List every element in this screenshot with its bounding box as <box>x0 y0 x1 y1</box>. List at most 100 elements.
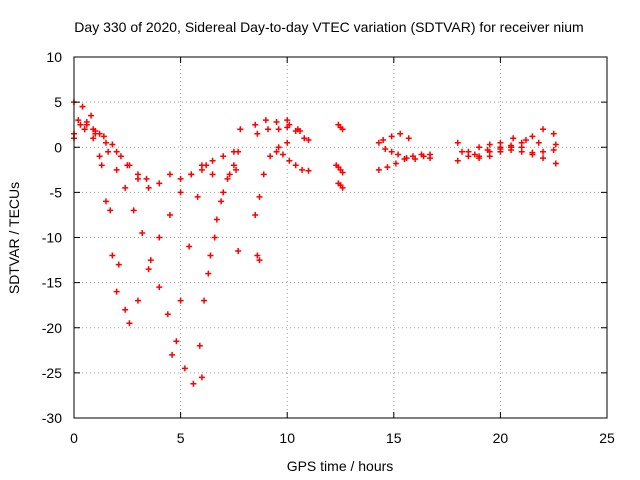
grid-layer <box>74 57 607 418</box>
series-arc-w <box>459 135 559 158</box>
data-point <box>518 144 525 151</box>
data-point <box>380 137 387 144</box>
data-point <box>220 189 227 196</box>
data-point <box>508 142 515 149</box>
data-point <box>81 126 88 133</box>
data-point <box>96 153 103 160</box>
series-arc-a <box>71 99 205 387</box>
data-point <box>126 162 133 169</box>
data-point <box>130 207 137 214</box>
data-point <box>459 148 466 155</box>
x-tick-label: 0 <box>70 430 78 446</box>
series-arc-j <box>252 117 301 133</box>
data-point <box>209 171 216 178</box>
data-point <box>497 139 504 146</box>
data-point <box>305 137 312 144</box>
data-point <box>145 184 152 191</box>
data-point <box>109 252 116 259</box>
data-point <box>237 126 244 133</box>
data-point <box>218 198 225 205</box>
data-point <box>256 193 263 200</box>
points-layer <box>71 99 559 387</box>
data-point <box>75 117 82 124</box>
series-arc-n <box>333 162 346 176</box>
data-point <box>284 139 291 146</box>
x-tick-label: 20 <box>493 430 509 446</box>
series-arc-p <box>335 180 346 191</box>
series-arc-e <box>75 117 150 182</box>
data-point <box>292 128 299 135</box>
data-point <box>497 146 504 153</box>
data-point <box>207 252 214 259</box>
data-point <box>226 171 233 178</box>
data-point <box>113 166 120 173</box>
series-arc-f <box>169 162 210 358</box>
y-tick-label: -20 <box>42 320 62 336</box>
data-point <box>292 162 299 169</box>
data-point <box>98 162 105 169</box>
data-point <box>273 118 280 125</box>
data-point <box>552 160 559 167</box>
data-point <box>115 261 122 268</box>
data-point <box>301 135 308 142</box>
x-tick-label: 5 <box>177 430 185 446</box>
data-point <box>384 164 391 171</box>
data-point <box>260 171 267 178</box>
data-point <box>122 184 129 191</box>
data-point <box>484 146 491 153</box>
data-point <box>220 153 227 160</box>
data-point <box>510 135 517 142</box>
data-point <box>540 148 547 155</box>
x-axis-label: GPS time / hours <box>287 458 394 474</box>
series-arc-i <box>252 139 291 218</box>
data-point <box>382 146 389 153</box>
series-arc-h <box>205 148 242 277</box>
y-tick-label: -15 <box>42 275 62 291</box>
data-point <box>284 117 291 124</box>
data-point <box>275 144 282 151</box>
data-point <box>213 216 220 223</box>
data-point <box>211 234 218 241</box>
data-point <box>476 153 483 160</box>
data-point <box>486 141 493 148</box>
data-point <box>235 148 242 155</box>
data-point <box>198 374 205 381</box>
data-point <box>305 167 312 174</box>
y-tick-label: -10 <box>42 230 62 246</box>
data-point <box>471 151 478 158</box>
data-point <box>403 155 410 162</box>
y-tick-label: -25 <box>42 365 62 381</box>
x-tick-label: 15 <box>386 430 402 446</box>
data-point <box>177 297 184 304</box>
data-point <box>109 141 116 148</box>
data-point <box>254 252 261 259</box>
series-arc-g <box>196 166 240 349</box>
data-point <box>392 160 399 167</box>
data-point <box>397 130 404 137</box>
data-point <box>252 211 259 218</box>
data-point <box>454 157 461 164</box>
y-tick-label: 10 <box>46 49 62 65</box>
data-point <box>476 144 483 151</box>
series-isolated <box>235 126 263 264</box>
data-point <box>145 266 152 273</box>
data-point <box>102 139 109 146</box>
data-point <box>88 112 95 119</box>
data-point <box>529 151 536 158</box>
data-point <box>412 155 419 162</box>
data-point <box>388 133 395 140</box>
data-point <box>339 126 346 133</box>
data-point <box>122 306 129 313</box>
series-arc-v <box>476 142 559 167</box>
data-point <box>405 135 412 142</box>
data-point <box>465 153 472 160</box>
data-point <box>454 139 461 146</box>
data-point <box>156 284 163 291</box>
data-point <box>164 311 171 318</box>
data-point <box>388 148 395 155</box>
data-point <box>107 207 114 214</box>
series-arc-m <box>284 124 312 144</box>
data-point <box>262 117 269 124</box>
data-point <box>79 103 86 110</box>
